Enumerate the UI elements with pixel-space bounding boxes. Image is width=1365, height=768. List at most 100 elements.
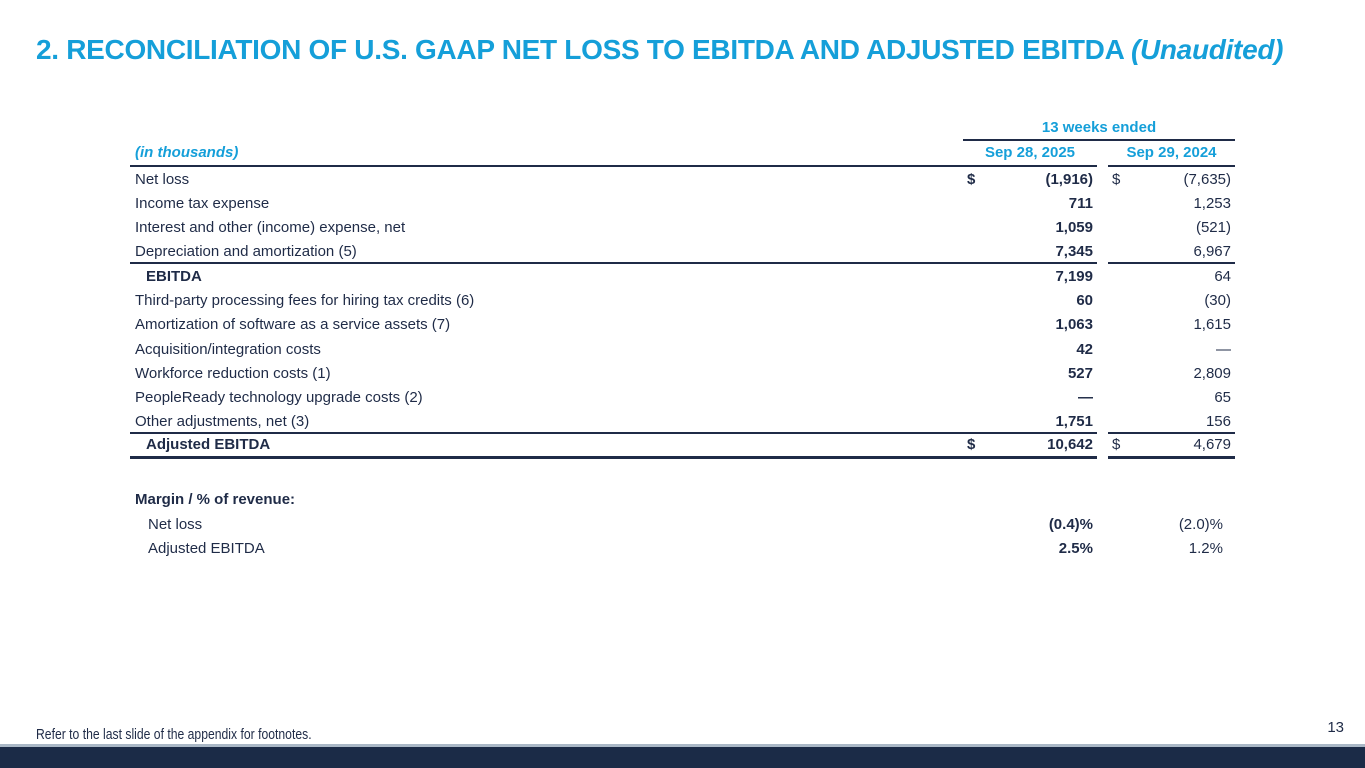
- column-header-left-segment: (in thousands) Sep 28, 2025: [130, 141, 1097, 167]
- row-value-2024: 2,809: [1108, 361, 1235, 385]
- page-number: 13: [1327, 719, 1344, 736]
- table-row: Other adjustments, net (3) 1,751 156: [130, 410, 1235, 435]
- column-gap: [1097, 141, 1108, 167]
- row-value-2024: 65: [1108, 386, 1235, 410]
- margin-section: Margin / % of revenue: Net loss (0.4)% (…: [130, 486, 1235, 561]
- page-title: 2. RECONCILIATION OF U.S. GAAP NET LOSS …: [36, 34, 1346, 66]
- table-row: Amortization of software as a service as…: [130, 313, 1235, 337]
- value: 2,809: [1193, 365, 1231, 383]
- row-value-2024: 156: [1108, 410, 1235, 435]
- value: —: [1078, 389, 1093, 407]
- row-label: Net loss: [148, 515, 203, 533]
- column-header-row: (in thousands) Sep 28, 2025 Sep 29, 2024: [130, 141, 1235, 167]
- value: 156: [1205, 412, 1231, 430]
- value: 65: [1214, 389, 1231, 407]
- table-row: PeopleReady technology upgrade costs (2)…: [130, 386, 1235, 410]
- column-header-2024: Sep 29, 2024: [1108, 141, 1235, 167]
- value: (7,635): [1183, 170, 1231, 188]
- table-row: Net loss $ (1,916) $ (7,635): [130, 167, 1235, 191]
- row-value-2025: 7,199: [963, 269, 1097, 284]
- row-value-2025: 60: [963, 293, 1097, 308]
- table-row: Acquisition/integration costs 42 —: [130, 337, 1235, 361]
- period-header: 13 weeks ended: [963, 120, 1235, 141]
- value: 4,679: [1193, 436, 1231, 454]
- row-label: Net loss: [135, 170, 190, 188]
- value: 527: [1067, 365, 1093, 383]
- row-value-2025: 527: [963, 366, 1097, 381]
- units-label: (in thousands): [135, 144, 239, 161]
- row-value-2024: (521): [1108, 216, 1235, 240]
- value: 711: [1068, 194, 1093, 212]
- table-row: Third-party processing fees for hiring t…: [130, 288, 1235, 312]
- row-value-2024: 1,615: [1108, 313, 1235, 337]
- currency-symbol: $: [1112, 170, 1121, 188]
- row-label: Third-party processing fees for hiring t…: [135, 292, 475, 310]
- row-value-2024: 64: [1108, 264, 1235, 288]
- value: —: [1216, 340, 1231, 358]
- currency-symbol: $: [967, 436, 976, 454]
- row-value-2025: (0.4)%: [1048, 515, 1093, 533]
- value: 42: [1076, 340, 1093, 358]
- row-value-2025: 1,063: [963, 317, 1097, 332]
- table-row: Workforce reduction costs (1) 527 2,809: [130, 361, 1235, 385]
- row-value-2024: —: [1108, 337, 1235, 361]
- row-label: EBITDA: [146, 267, 202, 285]
- row-label: Adjusted EBITDA: [148, 539, 265, 557]
- value: 60: [1076, 292, 1093, 310]
- value: (30): [1204, 292, 1231, 310]
- page-title-main: 2. RECONCILIATION OF U.S. GAAP NET LOSS …: [36, 34, 1131, 65]
- row-label: Income tax expense: [135, 194, 270, 212]
- row-value-2025: 42: [963, 342, 1097, 357]
- row-value-2024: $ 4,679: [1108, 434, 1235, 459]
- table-row-adjusted-ebitda: Adjusted EBITDA $ 10,642 $ 4,679: [130, 434, 1235, 459]
- page-title-unaudited: (Unaudited): [1130, 34, 1284, 65]
- value: 1,063: [1055, 316, 1093, 334]
- reconciliation-table: 13 weeks ended (in thousands) Sep 28, 20…: [130, 120, 1235, 459]
- value: 1,615: [1193, 316, 1231, 334]
- column-header-2025: Sep 28, 2025: [984, 144, 1076, 161]
- row-label: Amortization of software as a service as…: [135, 316, 451, 334]
- row-value-2025: 711: [963, 196, 1097, 211]
- row-value-2025: 7,345: [963, 244, 1097, 259]
- row-label: Workforce reduction costs (1): [135, 365, 331, 383]
- row-value-2025: 1,751: [963, 414, 1097, 429]
- value: 7,345: [1055, 242, 1093, 260]
- row-label: Other adjustments, net (3): [135, 412, 310, 430]
- bottom-bar-top-line: [0, 744, 1365, 747]
- row-value-2024: 1,253: [1108, 191, 1235, 215]
- period-header-row: 13 weeks ended: [130, 120, 1235, 141]
- table-row: Income tax expense 711 1,253: [130, 191, 1235, 215]
- margin-row-adjusted-ebitda: Adjusted EBITDA 2.5% 1.2%: [130, 536, 1235, 560]
- row-value-2024: 1.2%: [1188, 539, 1223, 557]
- value: 64: [1214, 267, 1231, 285]
- row-label: PeopleReady technology upgrade costs (2): [135, 389, 423, 407]
- row-value-2024: 6,967: [1108, 240, 1235, 265]
- table-row-ebitda: EBITDA 7,199 64: [130, 264, 1235, 288]
- margin-section-heading: Margin / % of revenue:: [135, 490, 296, 508]
- row-value-2025: $ 10,642: [963, 437, 1097, 452]
- row-label: Depreciation and amortization (5): [135, 242, 357, 260]
- footnote-reference: Refer to the last slide of the appendix …: [36, 727, 312, 743]
- row-value-2024: (2.0)%: [1178, 515, 1223, 533]
- bottom-bar: [0, 747, 1365, 768]
- value: 1,253: [1193, 194, 1231, 212]
- value: 7,199: [1055, 267, 1093, 285]
- row-value-2025: $ (1,916): [963, 172, 1097, 187]
- value: 10,642: [1047, 436, 1093, 454]
- row-value-2025: —: [963, 390, 1097, 405]
- row-value-2025: 1,059: [963, 220, 1097, 235]
- table-row: Depreciation and amortization (5) 7,345 …: [130, 240, 1235, 265]
- value: (1,916): [1045, 170, 1093, 188]
- row-value-2025: 2.5%: [1058, 539, 1093, 557]
- table-row: Interest and other (income) expense, net…: [130, 216, 1235, 240]
- value: 6,967: [1193, 242, 1231, 260]
- row-value-2024: $ (7,635): [1108, 167, 1235, 191]
- currency-symbol: $: [1112, 436, 1121, 454]
- value: 1,751: [1055, 412, 1093, 430]
- currency-symbol: $: [967, 170, 976, 188]
- row-label: Acquisition/integration costs: [135, 340, 321, 358]
- row-value-2024: (30): [1108, 288, 1235, 312]
- value: (521): [1195, 219, 1231, 237]
- row-label: Interest and other (income) expense, net: [135, 219, 406, 237]
